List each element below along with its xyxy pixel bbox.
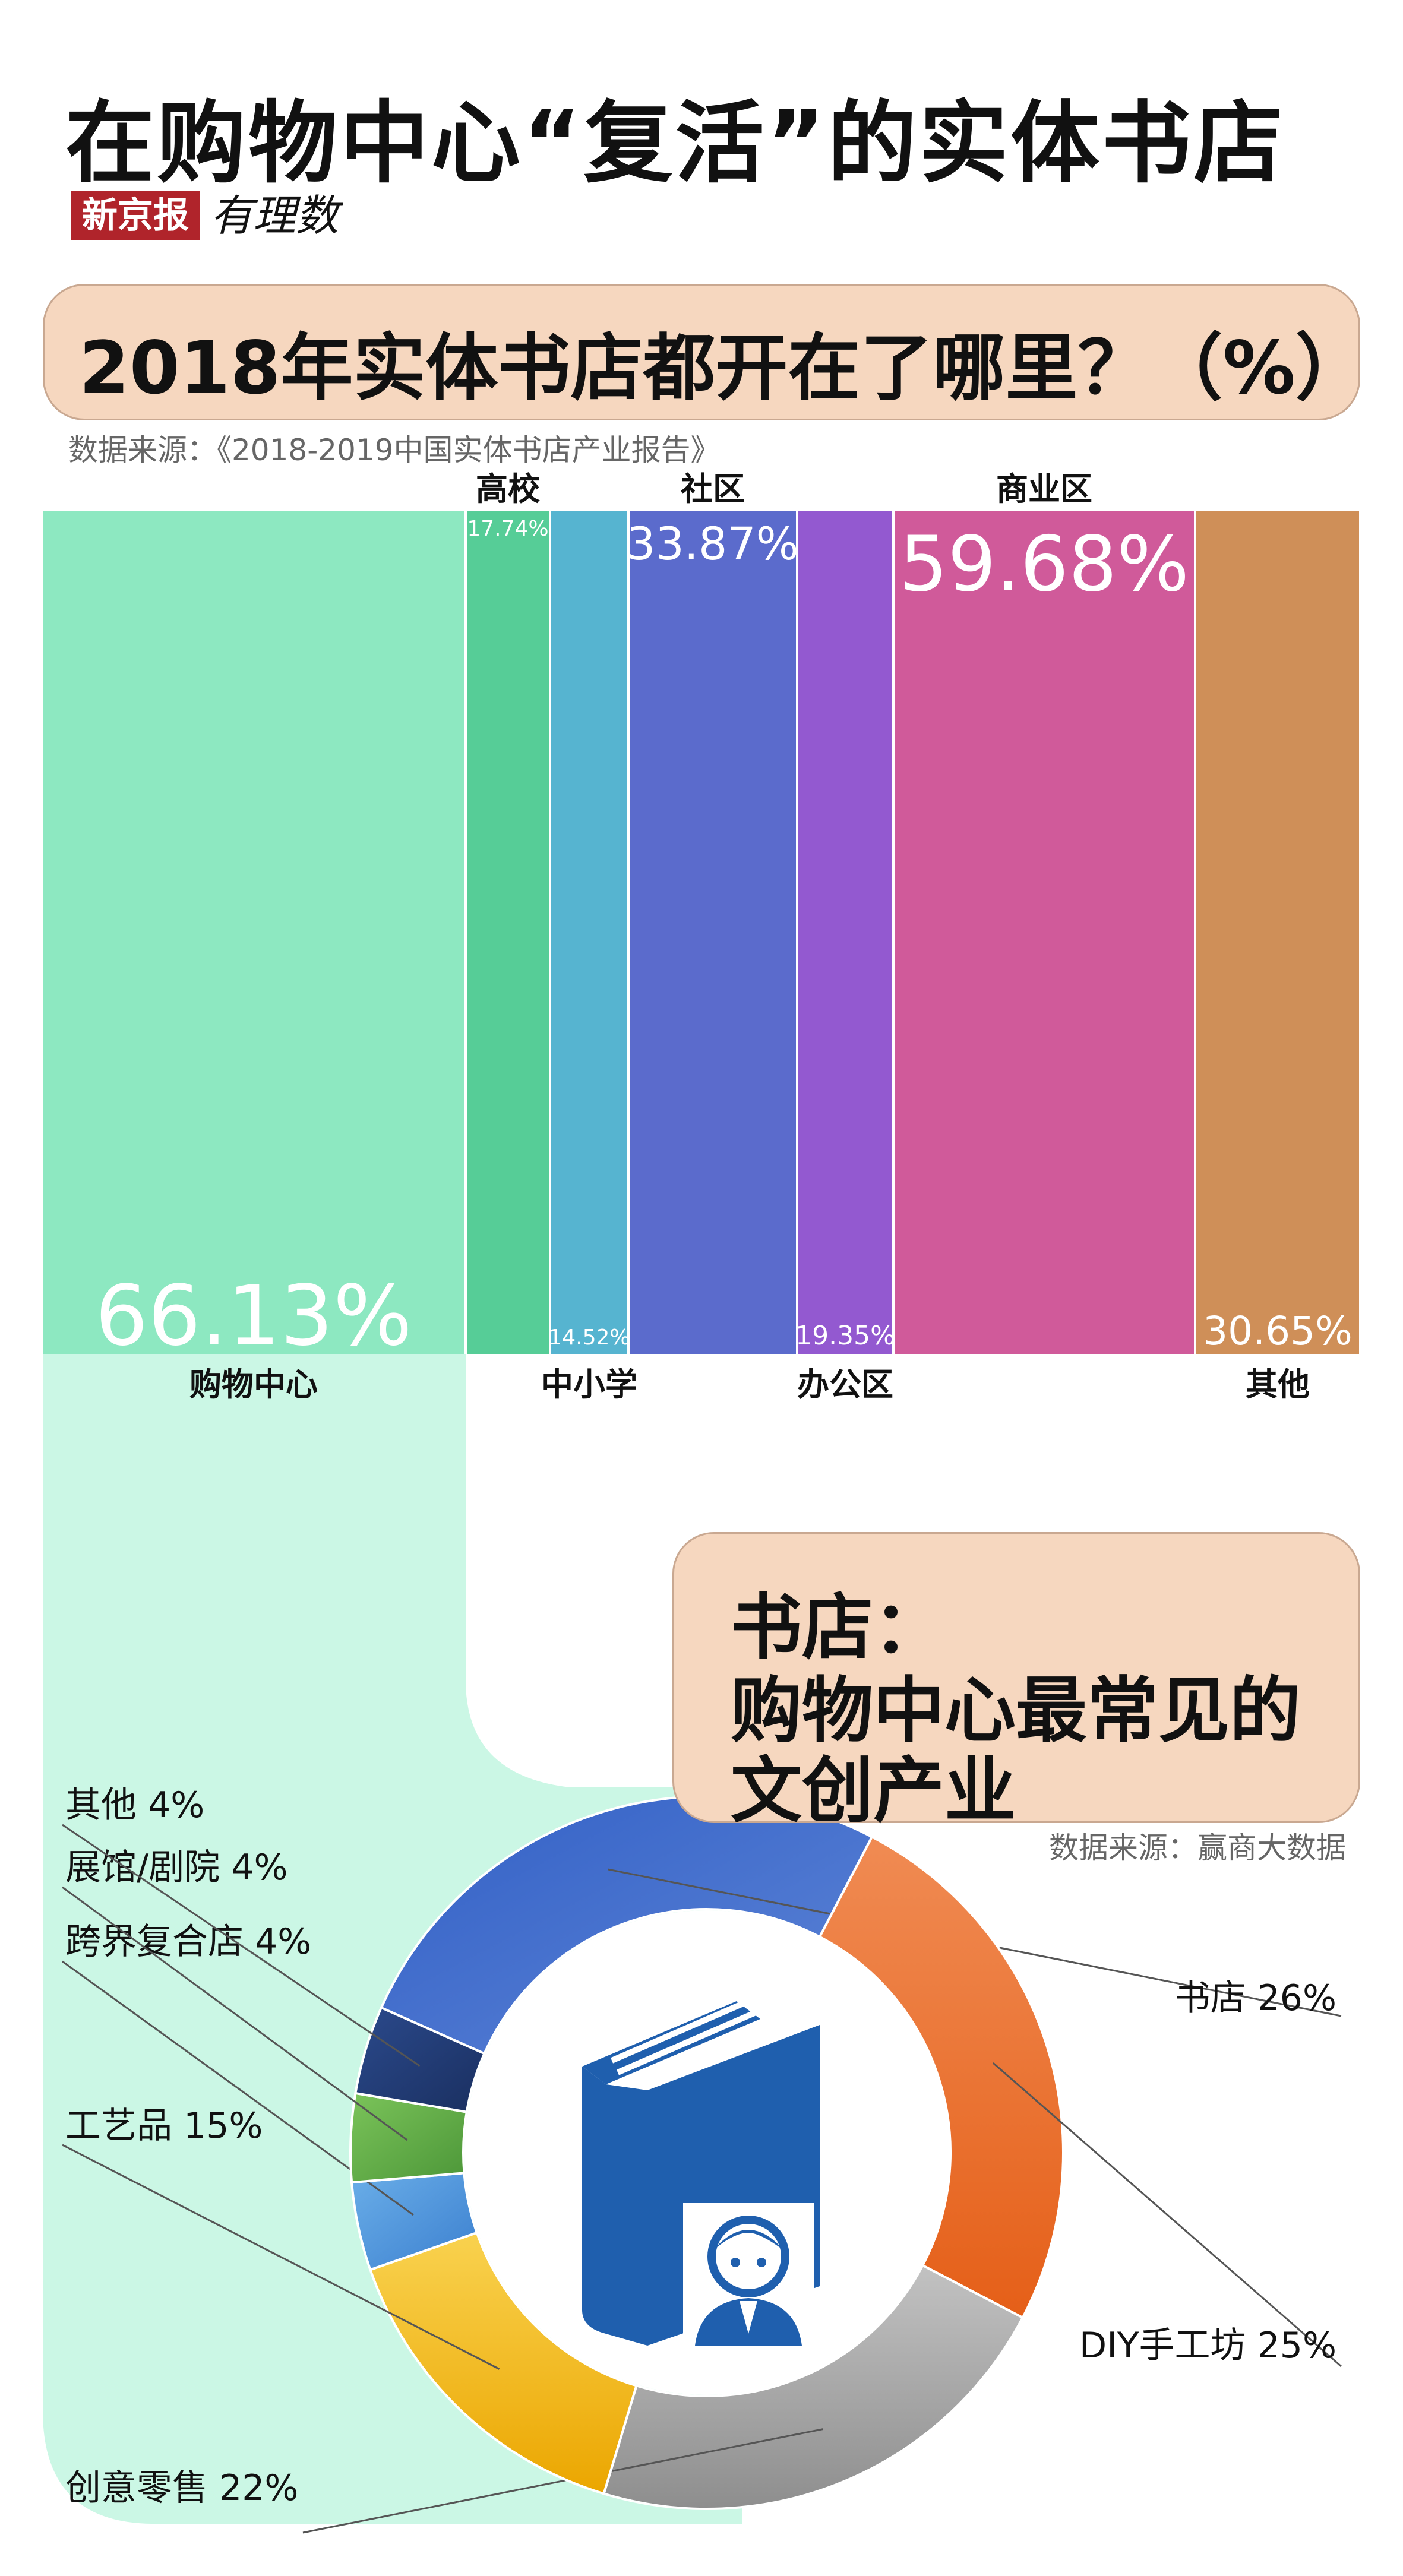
source-note-report: 数据来源：《2018-2019中国实体书店产业报告》 [68,433,721,467]
donut-label: 展馆/剧院 4% [65,1847,287,1888]
bar-中小学 [551,511,627,1354]
book-cover-top [582,2001,760,2084]
reader-collar [740,2301,757,2334]
leader-line [302,2428,823,2534]
bar-value-label: 14.52% [548,1325,630,1350]
bar-高校 [467,511,549,1354]
bar-购物中心 [43,511,464,1354]
donut-label: 跨界复合店 4% [65,1921,311,1963]
bar-社区 [630,511,796,1354]
reader-eye-left [731,2258,740,2267]
donut-label: 书店 26% [1175,1977,1336,2019]
callout-line-1: 书店： [731,1587,944,1669]
reader-eye-right [757,2258,766,2267]
bar-value-label: 59.68% [899,520,1189,609]
publisher-logo: 新京报 有理数 [71,190,339,240]
donut-slice-其他 [354,2006,486,2113]
page-title: 在购物中心“复活”的实体书店 [65,92,1285,195]
donut-label: 工艺品 15% [65,2105,263,2147]
bar-category-label: 社区 [681,470,745,508]
bar-value-label: 30.65% [1203,1308,1353,1354]
donut-label: 其他 4% [65,1784,204,1826]
bar-value-label: 17.74% [467,517,548,541]
donut-slice-创意零售 [602,2264,1025,2510]
donut-slice-书店 [380,1795,874,2055]
bar-商业区 [895,511,1194,1354]
leader-line [62,2144,500,2370]
question-text: 2018年实体书店都开在了哪里？（%） [79,326,1368,410]
bar-category-label: 办公区 [797,1366,893,1403]
source-note-winshang: 数据来源：赢商大数据 [1049,1831,1346,1865]
bar-value-label: 19.35% [795,1321,895,1351]
bar-value-label: 33.87% [627,517,799,570]
leader-line [62,1824,421,2067]
bar-category-label: 商业区 [996,470,1092,508]
bar-办公区 [798,511,892,1354]
bar-value-label: 66.13% [95,1268,412,1365]
bar-category-label: 购物中心 [189,1366,318,1403]
bar-category-label: 高校 [476,470,540,508]
book-reader-icon [582,1986,820,2346]
book-spine [582,2067,647,2346]
callout-banner: 书店： 购物中心最常见的 文创产业 [672,1532,1360,1833]
donut-slice-DIY手工坊 [818,1835,1064,2319]
logo-badge: 新京报 [71,191,200,240]
donut-label: 创意零售 22% [65,2467,298,2509]
callout-line-2: 购物中心最常见的 [731,1670,1301,1752]
bar-category-label: 其他 [1246,1366,1310,1403]
leader-line [62,1886,408,2141]
donut-label: DIY手工坊 25% [1079,2325,1336,2366]
logo-script: 有理数 [210,190,339,240]
reader-hair [713,2230,784,2251]
question-banner: 2018年实体书店都开在了哪里？（%） [43,284,1368,420]
leader-line [992,2062,1342,2368]
donut-slice-工艺品 [368,2231,638,2495]
callout-line-3: 文创产业 [731,1750,1016,1833]
book-pages-lines [605,1986,756,2075]
bar-category-label: 中小学 [541,1366,637,1403]
bar-其他 [1196,511,1359,1354]
